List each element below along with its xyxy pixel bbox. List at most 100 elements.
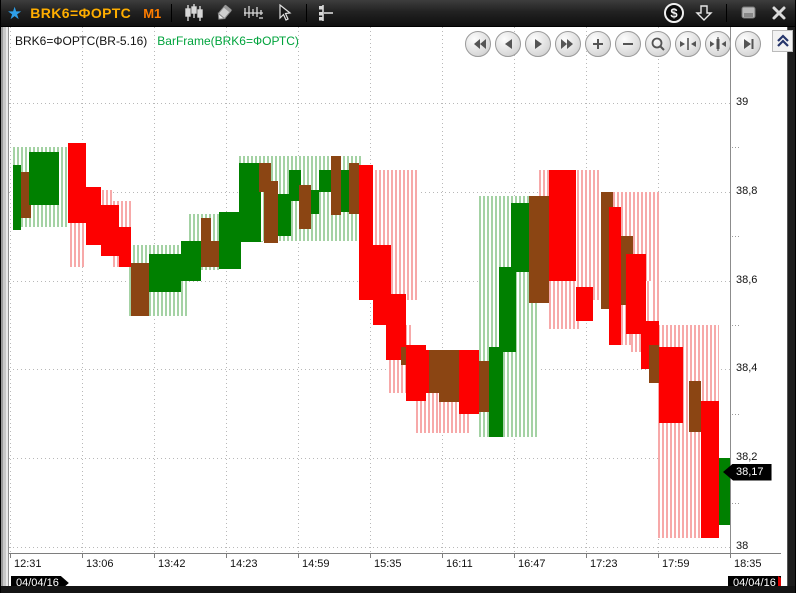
- solid-brown-bar: [529, 196, 549, 303]
- time-axis-tick: [442, 554, 443, 558]
- solid-green-bar: [311, 189, 319, 214]
- scroll-to-end-button[interactable]: [735, 31, 761, 57]
- date-row: 04/04/16 04/04/16: [9, 575, 781, 586]
- time-axis-label: 16:47: [518, 558, 546, 570]
- collapse-panel-button[interactable]: [772, 30, 793, 52]
- date-tag-left: 04/04/16: [11, 576, 69, 586]
- bottom-border-bar: [1, 586, 795, 593]
- striped-red-frame: [539, 169, 549, 197]
- vertical-gridline: [442, 27, 443, 553]
- solid-brown-bar: [689, 380, 701, 432]
- favorite-star-icon[interactable]: ★: [7, 3, 23, 23]
- solid-green-bar: [289, 169, 301, 201]
- layers-list-icon[interactable]: [317, 2, 341, 24]
- solid-brown-bar: [21, 171, 31, 219]
- price-axis-minor-tick: [732, 413, 739, 415]
- last-price-marker: 38,17: [723, 463, 772, 481]
- solid-red-bar: [86, 187, 101, 246]
- indicator-chart-icon[interactable]: [242, 2, 266, 24]
- chevron-up-double-icon: [776, 34, 789, 47]
- toolbar-separator: [171, 4, 173, 22]
- scroll-right-button[interactable]: [525, 31, 551, 57]
- price-axis[interactable]: 38,17 39 38,8 38,6 38,4 38,2 38: [723, 27, 781, 575]
- time-axis[interactable]: 12:31 13:06 13:42 14:23 14:59 15:35 16:11 16:47…: [9, 553, 781, 575]
- price-axis-label: 38,2: [736, 451, 758, 464]
- time-axis-label: 18:35: [734, 558, 762, 570]
- timeframe-label: M1: [143, 5, 162, 21]
- solid-green-bar: [319, 169, 331, 192]
- solid-green-bar: [181, 240, 201, 281]
- striped-red-frame: [70, 216, 85, 268]
- cursor-icon[interactable]: [272, 2, 296, 24]
- solid-red-bar: [68, 143, 86, 223]
- time-axis-tick: [226, 554, 227, 558]
- pencil-icon[interactable]: [212, 2, 236, 24]
- time-axis-tick: [514, 554, 515, 558]
- zoom-out-button[interactable]: [615, 31, 641, 57]
- horizontal-gridline: [9, 103, 730, 104]
- horizontal-gridline: [9, 369, 730, 371]
- vertical-gridline: [226, 27, 227, 553]
- solid-red-bar: [101, 205, 119, 257]
- chart-header: BRK6=ФОРТС(BR-5.16) BarFrame(BRK6=ФОРТС): [15, 34, 299, 48]
- scroll-left-fast-button[interactable]: [465, 31, 491, 57]
- toolbar-separator: [726, 4, 727, 22]
- download-arrow-icon[interactable]: [692, 2, 716, 24]
- solid-green-bar: [13, 165, 21, 230]
- time-axis-tick: [10, 554, 11, 558]
- solid-red-bar: [386, 293, 406, 361]
- candlestick-chart-icon[interactable]: [182, 2, 206, 24]
- solid-red-bar: [609, 207, 621, 345]
- time-axis-tick: [586, 554, 587, 558]
- time-axis-label: 14:23: [230, 558, 258, 570]
- scroll-left-button[interactable]: [495, 31, 521, 57]
- price-axis-minor-tick: [732, 147, 739, 149]
- vertical-gridline: [82, 27, 83, 553]
- zoom-in-button[interactable]: [585, 31, 611, 57]
- instrument-label: BRK6=ФОРТС(BR-5.16): [15, 34, 148, 48]
- solid-green-bar: [278, 194, 291, 237]
- dollar-icon[interactable]: $: [662, 2, 686, 24]
- solid-green-bar: [219, 211, 241, 270]
- solid-green-bar: [239, 162, 259, 223]
- solid-brown-bar: [349, 162, 359, 214]
- restore-window-icon[interactable]: [737, 2, 761, 24]
- solid-red-bar: [626, 254, 646, 334]
- zoom-window-button[interactable]: [645, 31, 671, 57]
- solid-brown-bar: [209, 240, 219, 268]
- solid-red-bar: [359, 165, 373, 300]
- time-axis-label: 16:11: [446, 558, 473, 570]
- price-axis-label: 38: [736, 540, 749, 552]
- solid-brown-bar: [201, 218, 211, 268]
- title-bar: ★ BRK6=ФОРТС M1: [1, 0, 795, 27]
- striped-red-frame: [549, 280, 581, 330]
- vertical-scrollbar[interactable]: [787, 27, 795, 586]
- solid-red-bar: [459, 349, 479, 414]
- time-axis-label: 13:06: [86, 558, 114, 570]
- solid-red-bar: [659, 347, 683, 423]
- solid-green-bar: [499, 267, 516, 352]
- solid-green-bar: [511, 202, 529, 272]
- solid-red-bar: [119, 227, 131, 268]
- solid-green-bar: [341, 169, 351, 212]
- compress-horizontal-button[interactable]: [675, 31, 701, 57]
- time-axis-label: 13:42: [158, 558, 186, 570]
- time-axis-label: 17:23: [590, 558, 618, 570]
- indicator-label: BarFrame(BRK6=ФОРТС): [157, 34, 299, 48]
- price-chart-plot[interactable]: [9, 27, 730, 553]
- scroll-right-fast-button[interactable]: [555, 31, 581, 57]
- solid-brown-bar: [264, 180, 278, 243]
- left-splitter[interactable]: [1, 27, 9, 593]
- instrument-title: BRK6=ФОРТС: [30, 5, 132, 21]
- date-tag-right: 04/04/16: [728, 576, 781, 586]
- solid-brown-bar: [479, 360, 489, 412]
- price-axis-label: 38,8: [736, 184, 758, 197]
- time-axis-tick: [370, 554, 371, 558]
- dollar-glyph: $: [670, 6, 678, 21]
- close-icon[interactable]: [767, 2, 791, 24]
- price-axis-label: 38,6: [736, 273, 758, 286]
- time-axis-label: 12:31: [14, 558, 42, 570]
- compress-bars-button[interactable]: [705, 31, 731, 57]
- time-axis-label: 15:35: [374, 558, 402, 570]
